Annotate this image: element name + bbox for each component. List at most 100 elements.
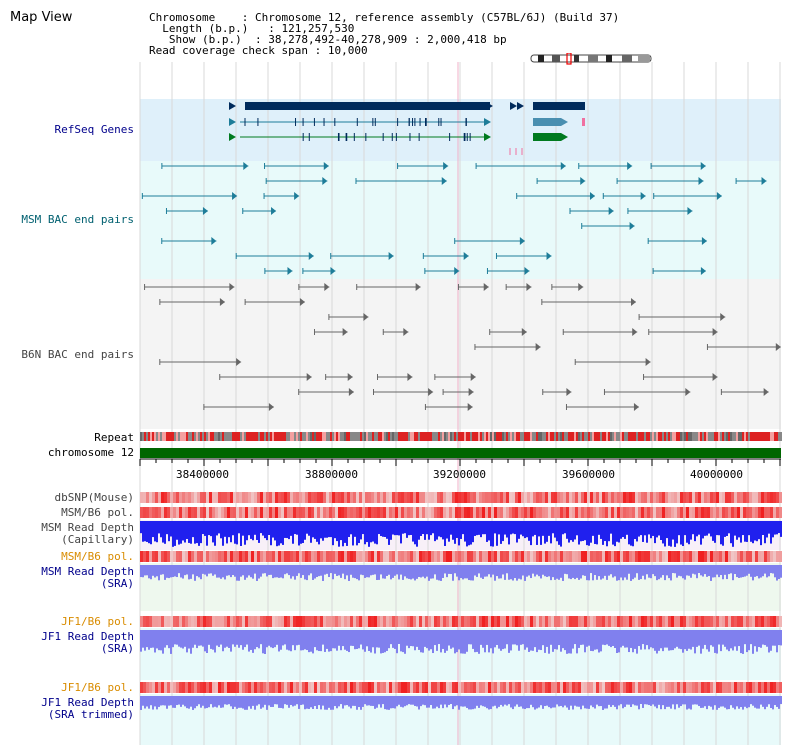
dbsnp-cell: [350, 492, 353, 503]
jf1-depth-trim-bar: [672, 696, 674, 705]
jf1-b6-pol-cell-2: [719, 682, 722, 693]
repeat-segment: [332, 432, 334, 441]
track-label-dbsnp[interactable]: dbSNP(Mouse): [54, 491, 134, 504]
msm-depth-cap-bar: [248, 521, 250, 536]
jf1-depth-trim-bar: [162, 696, 164, 706]
jf1-b6-pol-cell: [377, 616, 380, 627]
track-label-msm-bac[interactable]: MSM BAC end pairs: [21, 213, 134, 226]
track-label-msm-b6-pol-2[interactable]: MSM/B6 pol.: [61, 550, 134, 563]
msm-depth-cap-bar: [424, 521, 426, 540]
msm-depth-sra-bar: [312, 565, 314, 580]
msm-depth-sra-bar: [214, 565, 216, 575]
jf1-depth-sra-bar: [312, 630, 314, 654]
msm-depth-sra-bar: [676, 565, 678, 578]
jf1-depth-trim-bar: [268, 696, 270, 706]
jf1-b6-pol-cell-2: [320, 682, 323, 693]
jf1-depth-trim-bar: [762, 696, 764, 707]
msm-depth-sra-bar: [534, 565, 536, 577]
msm-b6-pol-cell-2: [389, 551, 392, 562]
jf1-b6-pol-cell: [395, 616, 398, 627]
b6n-bac-pair-end-arrow: [348, 388, 354, 396]
msm-depth-cap-bar: [170, 521, 172, 537]
repeat-segment: [446, 432, 448, 441]
msm-b6-pol-cell: [641, 507, 644, 518]
jf1-depth-sra-bar: [246, 630, 248, 645]
track-label-b6n-bac[interactable]: B6N BAC end pairs: [21, 348, 134, 361]
jf1-depth-sra-bar: [706, 630, 708, 650]
msm-b6-pol-cell: [257, 507, 260, 518]
msm-b6-pol-cell-2: [647, 551, 650, 562]
jf1-depth-sra-bar: [710, 630, 712, 646]
msm-depth-cap-bar: [598, 521, 600, 535]
jf1-b6-pol-cell: [701, 616, 704, 627]
jf1-depth-sra-bar: [392, 630, 394, 648]
repeat-segment: [694, 432, 696, 441]
msm-b6-pol-cell-2: [347, 551, 350, 562]
jf1-b6-pol-cell-2: [551, 682, 554, 693]
track-label-jf1-read-depth-trimmed[interactable]: JF1 Read Depth (SRA trimmed): [0, 697, 134, 721]
track-label-jf1-read-depth-sra[interactable]: JF1 Read Depth (SRA): [0, 631, 134, 655]
track-label-jf1-b6-pol-2[interactable]: JF1/B6 pol.: [61, 681, 134, 694]
jf1-depth-trim-bar: [190, 696, 192, 707]
msm-depth-cap-bar: [292, 521, 294, 544]
jf1-depth-sra-bar: [146, 630, 148, 648]
repeat-segment: [482, 432, 484, 441]
jf1-b6-pol-cell: [581, 616, 584, 627]
track-label-refseq[interactable]: RefSeq Genes: [54, 123, 134, 136]
jf1-depth-trim-bar: [674, 696, 676, 710]
jf1-depth-trim-bar: [500, 696, 502, 705]
jf1-depth-sra-bar: [626, 630, 628, 648]
track-label-msm-read-depth-capillary[interactable]: MSM Read Depth (Capillary): [0, 522, 134, 546]
msm-depth-cap-bar: [398, 521, 400, 536]
dbsnp-cell: [584, 492, 587, 503]
msm-b6-pol-cell: [620, 507, 623, 518]
repeat-segment: [204, 432, 206, 441]
jf1-b6-pol-cell-2: [674, 682, 677, 693]
msm-depth-sra-bar: [206, 565, 208, 577]
jf1-b6-pol-cell: [371, 616, 374, 627]
repeat-segment: [756, 432, 758, 441]
msm-depth-cap-bar: [204, 521, 206, 536]
msm-depth-cap-bar: [640, 521, 642, 536]
jf1-depth-sra-bar: [232, 630, 234, 645]
jf1-depth-trim-bar: [244, 696, 246, 710]
msm-depth-sra-bar: [670, 565, 672, 581]
msm-b6-pol-cell: [473, 507, 476, 518]
msm-b6-pol-cell: [581, 507, 584, 518]
b6n-bac-pair-end-arrow: [630, 298, 636, 306]
msm-depth-sra-bar: [260, 565, 262, 577]
msm-depth-sra-bar: [742, 565, 744, 578]
msm-depth-cap-bar: [354, 521, 356, 537]
msm-b6-pol-cell-2: [734, 551, 737, 562]
jf1-depth-sra-bar: [576, 630, 578, 654]
repeat-segment: [300, 432, 302, 441]
jf1-b6-pol-cell-2: [659, 682, 662, 693]
repeat-segment: [588, 432, 590, 441]
jf1-depth-sra-bar: [184, 630, 186, 647]
jf1-b6-pol-cell: [140, 616, 143, 627]
jf1-b6-pol-cell-2: [296, 682, 299, 693]
msm-depth-cap-bar: [400, 521, 402, 544]
msm-depth-sra-bar: [464, 565, 466, 579]
msm-b6-pol-cell-2: [629, 551, 632, 562]
track-label-msm-read-depth-sra[interactable]: MSM Read Depth (SRA): [0, 566, 134, 590]
msm-depth-cap-bar: [446, 521, 448, 539]
repeat-segment: [144, 432, 146, 441]
msm-b6-pol-cell: [746, 507, 749, 518]
repeat-segment: [698, 432, 700, 441]
msm-depth-sra-bar: [456, 565, 458, 577]
chromosome-ideogram[interactable]: [530, 53, 654, 65]
track-label-repeat[interactable]: Repeat: [94, 431, 134, 444]
jf1-depth-trim-bar: [292, 696, 294, 707]
jf1-b6-pol-cell-2: [647, 682, 650, 693]
msm-b6-pol-cell-2: [359, 551, 362, 562]
msm-b6-pol-cell: [428, 507, 431, 518]
msm-depth-sra-bar: [760, 565, 762, 578]
msm-depth-sra-bar: [612, 565, 614, 578]
track-label-jf1-b6-pol-1[interactable]: JF1/B6 pol.: [61, 615, 134, 628]
dbsnp-cell: [281, 492, 284, 503]
track-label-msm-b6-pol-1[interactable]: MSM/B6 pol.: [61, 506, 134, 519]
jf1-depth-sra-bar: [684, 630, 686, 650]
repeat-segment: [418, 432, 420, 441]
